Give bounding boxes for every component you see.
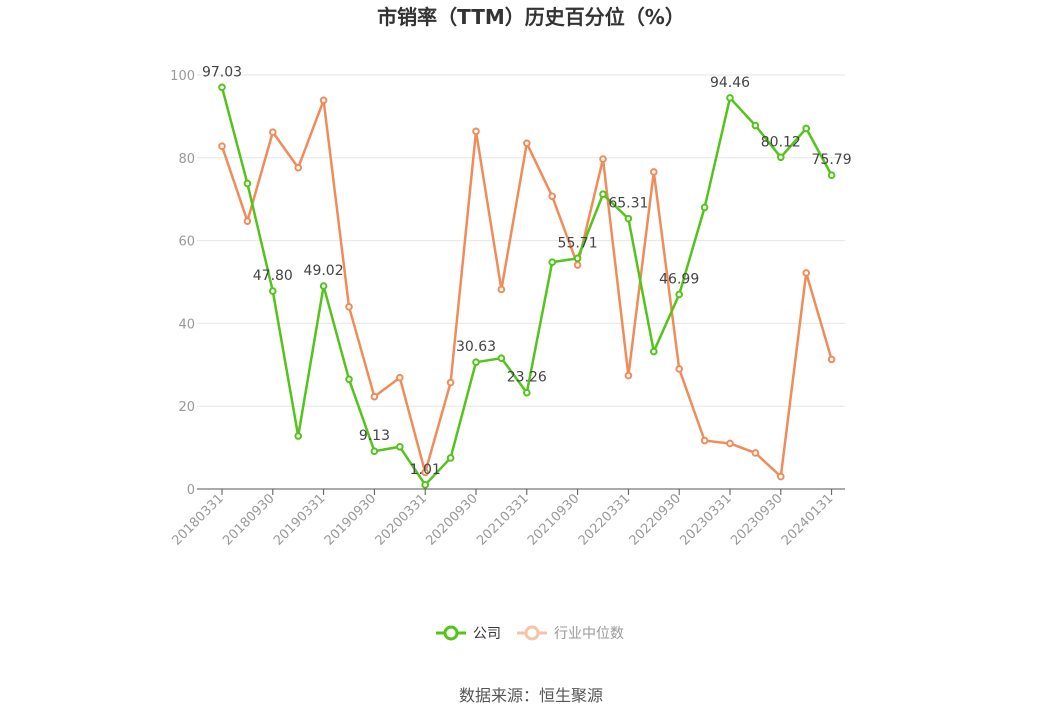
- data-label: 55.71: [558, 235, 598, 251]
- industry-median-point: [624, 371, 633, 380]
- company-point: [624, 214, 633, 223]
- company-point: [269, 287, 277, 295]
- company-point: [599, 190, 607, 199]
- x-tick-label: 20180930: [220, 491, 277, 548]
- industry-median-point: [370, 392, 379, 401]
- legend-item-company[interactable]: 公司: [436, 625, 501, 642]
- industry-median-point: [548, 192, 557, 201]
- industry-median-point: [777, 472, 785, 481]
- company-point: [802, 124, 811, 133]
- data-label: 30.63: [456, 339, 496, 355]
- source-note: 数据来源：恒生聚源: [459, 686, 603, 705]
- industry-median-point: [472, 127, 480, 136]
- industry-median-point: [751, 449, 760, 457]
- company-point: [345, 375, 353, 384]
- company-point: [573, 254, 582, 263]
- industry-median-point: [294, 163, 303, 172]
- company-point: [548, 258, 557, 266]
- x-tick-label: 20200331: [373, 491, 430, 548]
- x-tick-label: 20190930: [322, 491, 379, 548]
- x-tick-label: 20200930: [423, 491, 480, 548]
- company-point: [777, 153, 785, 162]
- legend-marker-company: [443, 625, 459, 641]
- industry-median-point: [243, 217, 252, 225]
- industry-median-point: [421, 468, 430, 477]
- industry-median-point: [802, 269, 811, 277]
- data-label: 1.01: [410, 462, 441, 478]
- company-point: [421, 481, 430, 489]
- data-label: 46.99: [659, 271, 699, 287]
- company-point: [319, 282, 328, 290]
- y-tick-label: 80: [178, 152, 195, 167]
- company-point: [523, 388, 531, 397]
- industry-median-point: [700, 436, 709, 445]
- industry-median-point: [827, 355, 836, 364]
- x-tick-label: 20230930: [728, 491, 785, 548]
- industry-median-point: [319, 96, 328, 105]
- y-tick-label: 40: [178, 317, 195, 332]
- data-label: 97.03: [202, 64, 242, 80]
- company-point: [396, 442, 404, 451]
- data-label: 75.79: [812, 152, 852, 168]
- industry-median-point: [497, 285, 506, 294]
- data-label: 49.02: [304, 263, 344, 279]
- company-point: [472, 358, 480, 366]
- chart-title: 市销率（TTM）历史百分位（%）: [377, 5, 685, 29]
- data-label: 23.26: [507, 370, 547, 386]
- industry-median-point: [345, 303, 353, 311]
- company-point: [446, 454, 455, 462]
- data-label: 80.12: [761, 134, 801, 150]
- company-point: [370, 447, 379, 456]
- industry-median-point: [269, 128, 277, 136]
- y-tick-label: 0: [187, 483, 195, 498]
- y-tick-label: 20: [178, 400, 195, 415]
- industry-median-point: [523, 139, 531, 148]
- x-tick-label: 20180331: [169, 491, 226, 548]
- x-tick-label: 20240131: [779, 491, 836, 548]
- company-point: [650, 347, 658, 356]
- company-point: [675, 290, 684, 299]
- x-tick-label: 20190331: [271, 491, 328, 548]
- company-point: [726, 94, 734, 102]
- industry-median-point: [599, 155, 607, 163]
- legend-label-company: 公司: [473, 626, 501, 642]
- company-point: [294, 432, 303, 440]
- data-label: 94.46: [710, 75, 750, 91]
- y-tick-label: 60: [178, 235, 195, 250]
- company-point: [243, 179, 252, 188]
- x-tick-label: 20230331: [677, 491, 734, 548]
- industry-median-point: [573, 261, 582, 269]
- industry-median-point: [218, 142, 226, 151]
- data-label: 9.13: [359, 428, 390, 444]
- company-point: [497, 354, 506, 362]
- x-tick-label: 20210930: [525, 491, 582, 548]
- data-label: 65.31: [608, 196, 648, 212]
- series-line-industry-median: [220, 99, 833, 478]
- series-layer: [218, 83, 836, 489]
- y-tick-label: 100: [170, 69, 195, 84]
- company-point: [700, 203, 709, 212]
- data-labels: 97.03 47.80 49.02 9.13 1.01 30.63 23.26 55.71 65…: [202, 64, 852, 478]
- company-point: [827, 171, 836, 180]
- legend[interactable]: 公司 行业中位数: [436, 625, 624, 642]
- industry-median-point: [675, 365, 684, 373]
- x-tick-label: 20220331: [576, 491, 633, 548]
- x-tick-label: 20210331: [474, 491, 531, 548]
- company-point: [218, 83, 226, 92]
- industry-median-point: [726, 439, 734, 448]
- grid-lines: [197, 74, 845, 407]
- legend-marker-industry-median: [524, 625, 540, 641]
- industry-median-point: [446, 378, 455, 387]
- legend-label-industry-median: 行业中位数: [554, 626, 624, 642]
- x-tick-label: 20220930: [627, 491, 684, 548]
- company-point: [751, 121, 760, 130]
- industry-median-point: [396, 373, 404, 382]
- legend-item-industry-median[interactable]: 行业中位数: [517, 625, 624, 642]
- industry-median-point: [650, 168, 658, 176]
- data-label: 47.80: [253, 268, 293, 284]
